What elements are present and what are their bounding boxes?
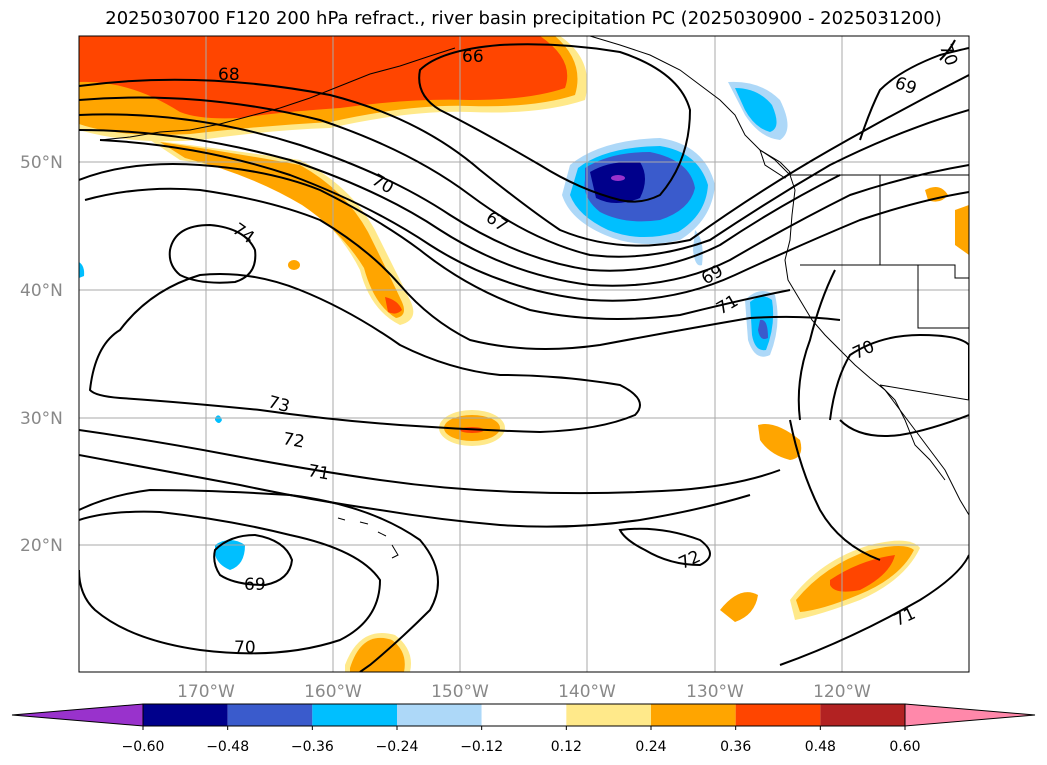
graticule [79, 36, 969, 672]
colorbar-frame [142, 703, 906, 727]
lat-label-20n: 20°N [20, 536, 63, 556]
colorbar-swatch [820, 704, 905, 726]
colorbar-swatch [312, 704, 397, 726]
colorbar-tick-label: 0.48 [805, 739, 836, 755]
colorbar-tick-label: 0.36 [720, 739, 751, 755]
colorbar-swatch [397, 704, 482, 726]
colorbar-swatch [566, 704, 651, 726]
longitude-labels: 170°W 160°W 150°W 140°W 130°W 120°W [177, 682, 871, 702]
contour-label-70-lo: 70 [234, 638, 256, 658]
latitude-labels: 50°N 40°N 30°N 20°N [20, 153, 63, 556]
contour-label-71: 71 [306, 461, 331, 484]
colorbar-swatch [735, 704, 821, 726]
colorbar-tick-label: −0.12 [460, 739, 503, 755]
contour-label-68: 68 [218, 65, 240, 85]
contour-label-69-hi: 69 [244, 575, 266, 595]
colorbar-swatch [651, 704, 736, 726]
lat-label-40n: 40°N [20, 281, 63, 301]
lon-label-130w: 130°W [686, 682, 744, 702]
negative-anomaly-center [562, 81, 788, 357]
colorbar-swatch [143, 704, 228, 726]
map-title: 2025030700 F120 200 hPa refract., river … [105, 8, 942, 29]
colorbar-extend-high [904, 703, 1036, 727]
colorbar-tick-label: −0.48 [206, 739, 249, 755]
lat-label-50n: 50°N [20, 153, 63, 173]
lon-label-160w: 160°W [304, 682, 362, 702]
map-border [78, 35, 970, 673]
lon-label-120w: 120°W [813, 682, 871, 702]
colorbar-tick-label: −0.36 [291, 739, 334, 755]
colorbar: −0.60 −0.48 −0.36 −0.24 −0.12 0.12 0.24 0.36 0.4… [11, 703, 1036, 755]
positive-anomaly-patches [79, 186, 969, 672]
lon-label-170w: 170°W [177, 682, 235, 702]
colorbar-tick-label: 0.12 [551, 739, 582, 755]
colorbar-extend-low [11, 703, 144, 727]
colorbar-swatch [227, 704, 313, 726]
colorbar-tick-label: 0.24 [635, 739, 666, 755]
lon-label-140w: 140°W [558, 682, 616, 702]
colorbar-tick-label: −0.24 [376, 739, 419, 755]
colorbar-tick-label: 0.60 [889, 739, 920, 755]
contour-label-66: 66 [462, 47, 484, 67]
refractivity-contours [79, 39, 969, 672]
lon-label-150w: 150°W [431, 682, 489, 702]
colorbar-swatch [481, 704, 567, 726]
colorbar-tick-label: −0.60 [122, 739, 165, 755]
lat-label-30n: 30°N [20, 409, 63, 429]
contour-label-72: 72 [281, 429, 306, 452]
